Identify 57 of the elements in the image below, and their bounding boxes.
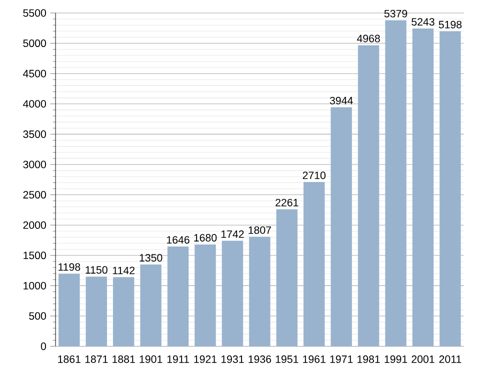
y-tick-label: 2000 xyxy=(23,221,46,229)
y-tick-label: 500 xyxy=(29,312,46,320)
data-label: 5379 xyxy=(384,10,408,18)
bar xyxy=(194,244,216,346)
bar xyxy=(358,45,380,346)
y-tick-label: 1500 xyxy=(24,252,46,260)
bar xyxy=(440,31,461,346)
bar xyxy=(112,277,134,346)
bar xyxy=(167,246,189,346)
y-tick-label: 2500 xyxy=(23,190,46,198)
x-tick-label: 1991 xyxy=(384,355,408,363)
y-tick-label: 5500 xyxy=(23,9,46,17)
data-label: 1646 xyxy=(167,236,190,244)
bar xyxy=(385,20,406,346)
x-tick-label: 1936 xyxy=(248,355,272,363)
data-label: 5243 xyxy=(412,18,434,26)
bar xyxy=(276,209,298,346)
x-tick-label: 1911 xyxy=(167,355,189,363)
y-tick-label: 4500 xyxy=(23,70,46,78)
x-tick-label: 1921 xyxy=(194,355,217,363)
x-tick-label: 1861 xyxy=(58,355,80,363)
data-label: 2710 xyxy=(302,172,326,180)
bar xyxy=(412,28,434,346)
data-label: 5198 xyxy=(438,20,462,28)
x-tick-label: 1881 xyxy=(112,355,135,363)
bar xyxy=(249,236,270,346)
data-label: 2261 xyxy=(276,198,298,206)
data-label: 1198 xyxy=(58,263,80,271)
data-label: 4968 xyxy=(356,34,380,42)
bar xyxy=(304,182,325,346)
x-tick-label: 1951 xyxy=(276,355,298,363)
bar xyxy=(58,274,80,346)
data-label: 3944 xyxy=(330,96,353,104)
y-tick-label: 3500 xyxy=(23,130,46,138)
bar xyxy=(86,276,107,346)
x-tick-label: 1971 xyxy=(330,355,353,363)
data-label: 1807 xyxy=(248,226,271,234)
bar xyxy=(140,264,162,346)
bar xyxy=(330,107,352,346)
y-tick-label: 5000 xyxy=(23,39,46,47)
data-label: 1142 xyxy=(112,266,134,274)
x-tick-label: 1961 xyxy=(303,355,326,363)
x-tick-label: 1871 xyxy=(85,355,108,363)
data-label: 1350 xyxy=(140,254,162,262)
y-tick-label: 0 xyxy=(40,342,46,350)
x-tick-label: 1931 xyxy=(221,355,244,363)
x-tick-label: 1981 xyxy=(358,355,380,363)
bar xyxy=(222,240,244,346)
y-tick-label: 4000 xyxy=(23,100,46,108)
x-tick-label: 2001 xyxy=(412,355,434,363)
x-tick-label: 2011 xyxy=(439,355,462,363)
data-label: 1742 xyxy=(221,230,244,238)
data-label: 1150 xyxy=(86,266,108,274)
y-tick-label: 3000 xyxy=(23,160,46,168)
x-tick-label: 1901 xyxy=(140,355,162,363)
data-label: 1680 xyxy=(194,234,217,242)
y-tick-label: 1000 xyxy=(24,282,46,290)
